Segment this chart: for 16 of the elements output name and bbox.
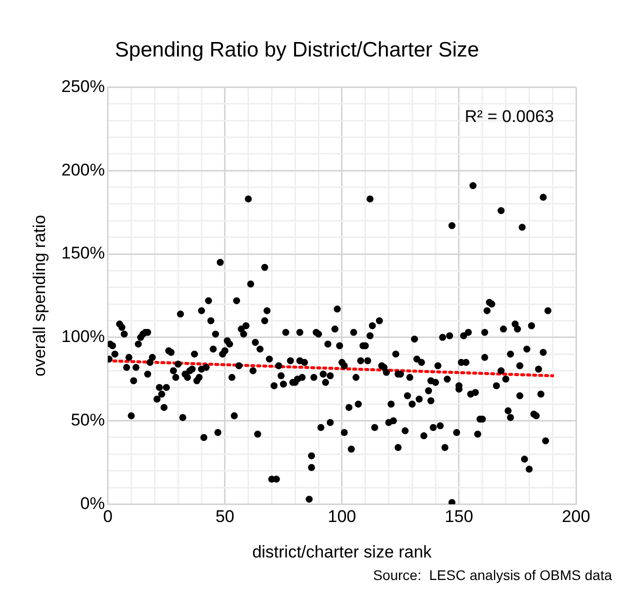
x-tick-label: 100 bbox=[328, 507, 356, 526]
y-tick-label: 100% bbox=[61, 327, 105, 346]
chart-title: Spending Ratio by District/Charter Size bbox=[114, 38, 480, 62]
x-axis-title: district/charter size rank bbox=[252, 542, 432, 562]
x-tick-label: 150 bbox=[444, 507, 474, 526]
source-note: Source: LESC analysis of OBMS data bbox=[373, 566, 612, 583]
y-tick-label: 250% bbox=[61, 76, 105, 96]
y-tick-label: 0% bbox=[80, 494, 105, 513]
x-tick-label: 50 bbox=[215, 507, 234, 526]
y-tick-label: 150% bbox=[61, 244, 105, 263]
y-tick-label: 50% bbox=[70, 410, 105, 430]
y-axis-title: overall spending ratio bbox=[30, 214, 49, 377]
x-tick-label: 200 bbox=[562, 507, 590, 526]
annotation: R² = 0.0063 bbox=[464, 106, 554, 126]
x-tick-label: 0 bbox=[103, 507, 113, 526]
y-tick-label: 200% bbox=[61, 160, 105, 180]
